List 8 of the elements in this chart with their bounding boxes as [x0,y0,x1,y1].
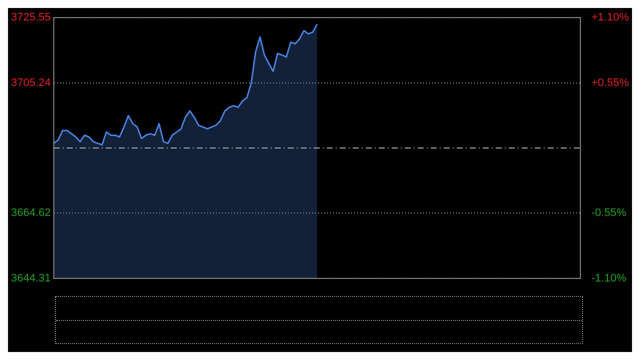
y-tick-label: 3644.31 [10,272,51,284]
y-tick-label: 3664.62 [10,207,51,220]
y2-tick-label: -0.55% [591,207,626,220]
y-tick-label: 3725.55 [10,12,51,24]
y2-tick-label: +1.10% [591,12,630,24]
y2-tick-label: -1.10% [591,272,626,284]
y-tick-label: 3705.24 [10,76,51,89]
y2-tick-label: +0.55% [591,76,630,89]
